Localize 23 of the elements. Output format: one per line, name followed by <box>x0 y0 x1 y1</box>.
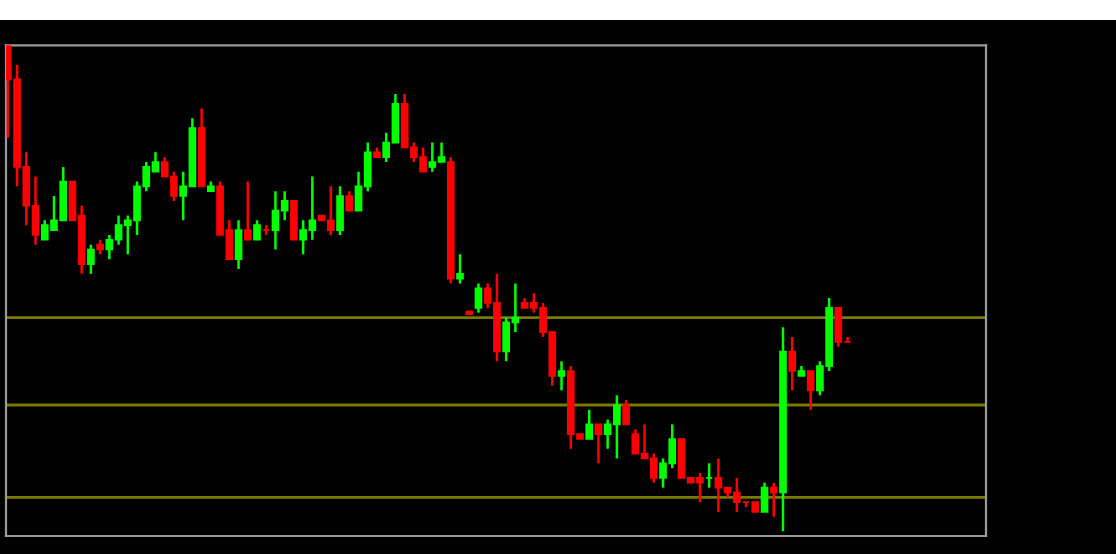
candlestick <box>631 428 640 455</box>
candlestick <box>788 335 797 392</box>
candlestick <box>290 200 298 241</box>
candlestick <box>87 243 95 276</box>
candlestick <box>557 360 566 392</box>
candlestick <box>234 219 243 271</box>
candlestick <box>428 141 437 173</box>
candlestick <box>594 423 603 465</box>
candlestick <box>326 185 335 237</box>
candlestick <box>345 189 354 212</box>
candlestick <box>253 219 261 242</box>
candlestick <box>649 452 658 484</box>
candlestick <box>622 398 630 426</box>
candlestick <box>243 180 252 242</box>
candlestick <box>714 457 723 514</box>
candlestick <box>769 481 778 519</box>
candlestick <box>834 306 843 348</box>
candlestick <box>474 282 483 314</box>
candlestick <box>806 369 815 412</box>
candlestick <box>456 253 464 285</box>
candlestick <box>585 408 594 441</box>
candlestick <box>760 481 769 514</box>
candlestick <box>336 185 344 237</box>
